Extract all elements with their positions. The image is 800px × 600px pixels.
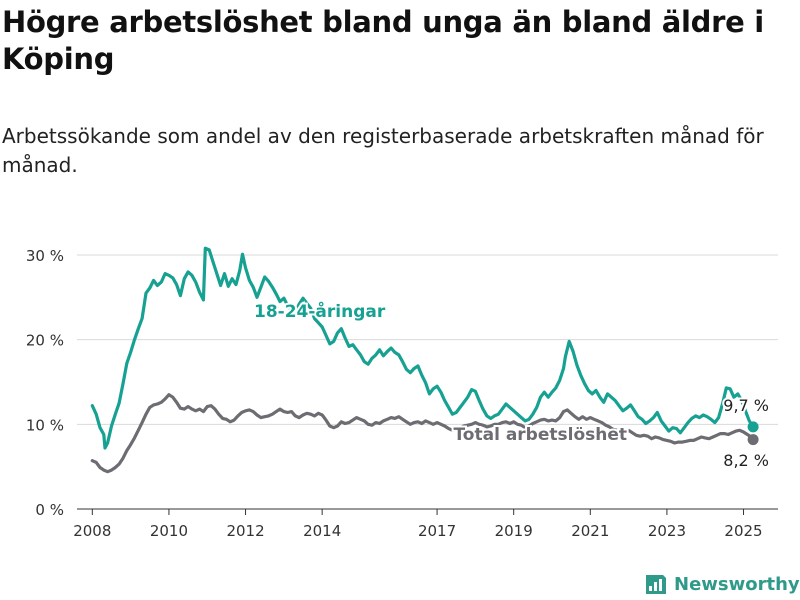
end-point-total-arbetsl-shet xyxy=(747,434,759,446)
series-name-label: Total arbetslöshet xyxy=(453,425,627,445)
y-tick-label: 10 % xyxy=(26,416,64,434)
x-axis-ticks: 2008 2010 2012 2014 2017 2019 2021 2023 2025 xyxy=(73,509,763,540)
series-line-18-24-ringar xyxy=(90,246,755,450)
x-tick-label: 2012 xyxy=(226,522,264,540)
end-value-label: 8,2 % xyxy=(723,451,769,470)
y-tick-label: 20 % xyxy=(26,332,64,350)
gridlines xyxy=(77,254,778,510)
newsworthy-logo: Newsworthy xyxy=(644,570,800,598)
y-tick-label: 0 % xyxy=(35,501,64,519)
chart-subtitle: Arbetssökande som andel av den registerb… xyxy=(2,124,764,177)
brand-name: Newsworthy xyxy=(674,573,800,595)
end-point-18-24-ringar xyxy=(747,421,759,433)
x-tick-label: 2008 xyxy=(73,522,111,540)
x-tick-label: 2025 xyxy=(724,522,762,540)
x-tick-label: 2019 xyxy=(495,522,533,540)
x-tick-label: 2017 xyxy=(418,522,456,540)
chart-title: Högre arbetslöshet bland unga än bland ä… xyxy=(2,5,764,76)
series-name-label: 18-24-åringar xyxy=(254,300,386,322)
y-axis-ticks: 0 % 10 % 20 % 30 % xyxy=(26,247,64,519)
end-value-label: 9,7 % xyxy=(723,396,769,415)
series-line-total-arbetsl-shet xyxy=(90,393,755,474)
y-tick-label: 30 % xyxy=(26,247,64,265)
series-lines xyxy=(90,246,759,474)
series-labels: 18-24-åringar Total arbetslöshet 9,7 % 8,2 … xyxy=(252,298,771,472)
newsworthy-bar-chart-icon xyxy=(646,575,666,594)
x-tick-label: 2021 xyxy=(571,522,609,540)
x-tick-label: 2023 xyxy=(648,522,686,540)
x-tick-label: 2010 xyxy=(150,522,188,540)
x-tick-label: 2014 xyxy=(303,522,341,540)
